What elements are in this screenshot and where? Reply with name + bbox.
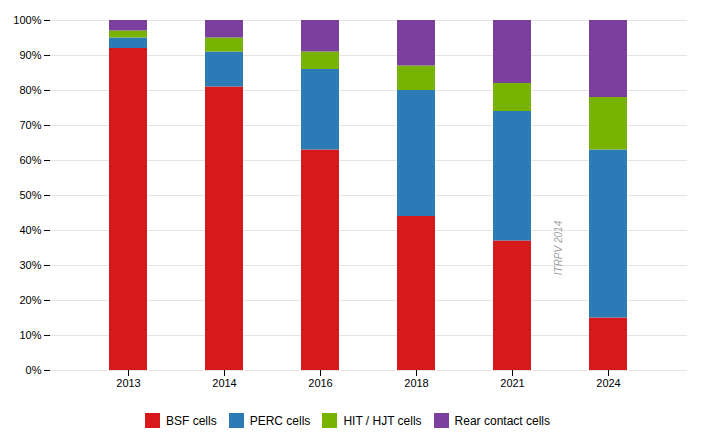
svg-text:10%: 10% bbox=[19, 329, 41, 341]
svg-text:2024: 2024 bbox=[596, 377, 620, 389]
html-text:Rear contact cells: Rear contact cells bbox=[454, 413, 550, 428]
svg-text:2018: 2018 bbox=[404, 377, 428, 389]
svg-text:2016: 2016 bbox=[308, 377, 332, 389]
svg-text:20%: 20% bbox=[19, 294, 41, 306]
svg-text:ITRPV 2014: ITRPV 2014 bbox=[553, 220, 564, 275]
svg-text:0%: 0% bbox=[26, 364, 42, 376]
svg-text:50%: 50% bbox=[19, 189, 41, 201]
svg-text:40%: 40% bbox=[19, 224, 41, 236]
html-text:BSF cells: BSF cells bbox=[166, 413, 217, 428]
svg-text:80%: 80% bbox=[19, 84, 41, 96]
html-text:PERC cells: PERC cells bbox=[249, 413, 311, 428]
svg-text:70%: 70% bbox=[19, 119, 41, 131]
svg-text:2021: 2021 bbox=[500, 377, 524, 389]
svg-text:2014: 2014 bbox=[212, 377, 236, 389]
svg-text:30%: 30% bbox=[19, 259, 41, 271]
svg-text:2013: 2013 bbox=[116, 377, 140, 389]
svg-text:100%: 100% bbox=[13, 14, 41, 26]
svg-text:60%: 60% bbox=[19, 154, 41, 166]
html-text:HIT / HJT cells: HIT / HJT cells bbox=[343, 413, 422, 428]
svg-text:90%: 90% bbox=[19, 49, 41, 61]
